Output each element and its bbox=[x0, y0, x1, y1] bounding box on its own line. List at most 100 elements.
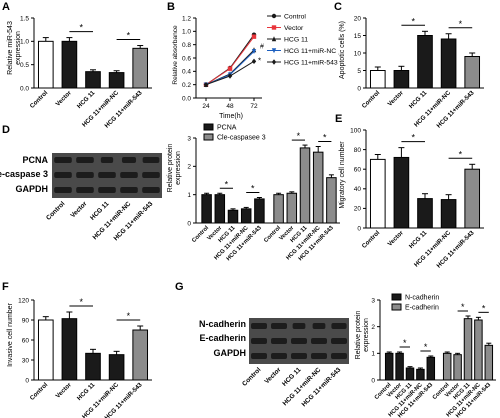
panel-D-s0-xtick-label-0: Control bbox=[191, 225, 210, 244]
panel-G-ytick-label-3: 3 bbox=[371, 297, 375, 304]
blot-G-band-r2-lane0 bbox=[251, 353, 267, 359]
panel-G-s1-bar-1 bbox=[453, 354, 462, 381]
panel-g-chart: Relative protein expression 0123ControlV… bbox=[355, 293, 496, 418]
panel-G-ytick-label-0: 0 bbox=[371, 377, 375, 384]
blot-D-band-r2-lane2 bbox=[98, 187, 116, 193]
panel-a-ylabel-line2: expression bbox=[15, 31, 22, 65]
panel-B-ytick-label-4: 0.8 bbox=[182, 42, 191, 49]
panel-A-ytick-label-1: 0.5 bbox=[20, 62, 29, 69]
blot-g-label-ecad: E-cadherin bbox=[199, 333, 246, 343]
panel-G-sig-mark-1: * bbox=[424, 342, 428, 352]
panel-G-s1-bar-2 bbox=[463, 318, 473, 381]
panel-G-s0-bar-2 bbox=[405, 367, 415, 381]
panel-B-legend-label-0: Control bbox=[284, 14, 306, 21]
panel-G-sig-mark-2: * bbox=[461, 302, 465, 312]
panel-G-ytick-label-2: 2 bbox=[371, 324, 375, 331]
panel-B-ytick-label-2: 0.4 bbox=[182, 69, 191, 76]
blot-D-band-r1-lane1 bbox=[76, 172, 94, 178]
panel-B-legend-marker-0 bbox=[271, 13, 277, 19]
panel-D-sig-mark-1: * bbox=[251, 184, 255, 194]
panel-B-annotation-1: * bbox=[258, 56, 261, 65]
panel-C-sig-mark-1: * bbox=[459, 19, 463, 29]
blot-G-band-r1-lane0 bbox=[251, 338, 267, 344]
panel-D-ytick-label-3: 3 bbox=[187, 135, 191, 142]
panel-A-bar-3 bbox=[108, 72, 125, 89]
blot-G-band-r1-lane1 bbox=[271, 338, 287, 344]
panel-D-sig-mark-0: * bbox=[225, 179, 229, 189]
panel-E-ytick-label-5: 100 bbox=[350, 127, 361, 134]
panel-F-sig-mark-0: * bbox=[79, 297, 83, 307]
panel-F-ytick-label-3: 90 bbox=[22, 317, 30, 324]
panel-d-chart: Relative protein expression 0123ControlV… bbox=[167, 123, 340, 262]
panel-G-s1-bar-4 bbox=[484, 344, 494, 381]
panel-letter-c: C bbox=[334, 1, 342, 13]
blot-D-band-r1-lane4 bbox=[142, 172, 160, 178]
panel-D-ytick-label-2: 2 bbox=[187, 164, 191, 171]
panel-D-legend-label-0: PCNA bbox=[217, 125, 237, 132]
blot-D-lane-label-1: Vector bbox=[69, 200, 88, 219]
blot-G-band-r0-lane1 bbox=[271, 323, 287, 329]
panel-C-xtick-label-2: HCG 11 bbox=[408, 89, 429, 110]
blot-D-band-r2-lane4 bbox=[142, 187, 160, 193]
panel-F-bar-4 bbox=[132, 329, 149, 381]
blot-D-band-r2-lane0 bbox=[54, 187, 72, 193]
panel-D-s0-bar-3 bbox=[240, 208, 252, 224]
blot-g-label-gapdh: GAPDH bbox=[213, 348, 246, 358]
panel-C-ytick-label-4: 20 bbox=[354, 15, 362, 22]
panel-G-legend-swatch-0 bbox=[391, 293, 402, 301]
blot-G-band-r0-lane4 bbox=[331, 323, 347, 329]
panel-B-legend-label-4: HCG 11+miR-543 bbox=[284, 60, 338, 67]
panel-letter-d: D bbox=[2, 124, 10, 136]
panel-C-bar-3 bbox=[440, 38, 457, 89]
panel-D-ytick-label-1: 1 bbox=[187, 192, 191, 199]
panel-A-xtick-label-0: Control bbox=[29, 89, 50, 110]
panel-E-xtick-label-2: HCG 11 bbox=[408, 229, 429, 250]
blot-G-lane-label-4: HCG 11+miR-543 bbox=[301, 366, 343, 408]
panel-A-xtick-label-1: Vector bbox=[54, 89, 73, 108]
panel-letter-a: A bbox=[2, 1, 10, 13]
panel-e-ylabel: Migratory cell number bbox=[339, 141, 346, 209]
panel-d-blot: PCNA Cle-caspase 3 GAPDH ControlVectorHC… bbox=[0, 153, 162, 242]
panel-C-xtick-label-1: Vector bbox=[386, 89, 405, 108]
panel-G-ytick-label-1: 1 bbox=[371, 351, 375, 358]
panel-E-ytick-label-0: 0 bbox=[357, 225, 361, 232]
panel-E-ytick-label-2: 40 bbox=[354, 186, 362, 193]
panel-F-xtick-label-2: HCG 11 bbox=[76, 381, 97, 402]
panel-E-xtick-label-1: Vector bbox=[386, 229, 405, 248]
panel-A-bar-2 bbox=[85, 71, 101, 89]
panel-F-ytick-label-0: 0 bbox=[25, 377, 29, 384]
panel-D-s0-bar-2 bbox=[227, 209, 239, 224]
blot-D-lane-label-2: HCG 11 bbox=[89, 200, 111, 222]
panel-letter-b: B bbox=[167, 1, 175, 13]
panel-G-sig-mark-0: * bbox=[403, 338, 407, 348]
panel-D-s1-bar-3 bbox=[312, 151, 324, 224]
panel-G-s1-bar-3 bbox=[474, 319, 483, 381]
panel-B-series-4-point-2 bbox=[251, 58, 257, 65]
panel-B-legend-label-3: HCG 11+miR-NC bbox=[284, 48, 336, 55]
panel-d-ylabel-line1: Relative protein bbox=[167, 144, 174, 193]
panel-A-xtick-label-2: HCG 11 bbox=[76, 89, 97, 110]
panel-B-legend-label-1: Vector bbox=[284, 25, 304, 32]
panel-E-ytick-label-1: 20 bbox=[354, 206, 362, 213]
panel-F-ytick-label-2: 60 bbox=[22, 337, 30, 344]
panel-g-legend: N-cadherin E-cadherin bbox=[391, 293, 439, 312]
panel-G-legend-label-1: E-cadherin bbox=[405, 305, 439, 312]
panel-G-s1-bar-0 bbox=[442, 352, 452, 381]
panel-E-bar-1 bbox=[393, 156, 410, 229]
blot-D-band-r1-lane0 bbox=[54, 172, 72, 178]
panel-g-ylabel-line1: Relative protein bbox=[355, 311, 362, 360]
panel-f-ylabel: Invasive cell number bbox=[7, 302, 14, 366]
panel-B-ytick-label-3: 0.6 bbox=[182, 55, 191, 62]
blot-G-band-r2-lane4 bbox=[331, 353, 347, 359]
panel-B-legend-marker-4 bbox=[271, 59, 277, 65]
panel-B-annotation-0: # bbox=[260, 44, 264, 51]
panel-B-xtick-label-2: 72 bbox=[250, 103, 258, 110]
blot-G-band-r1-lane4 bbox=[331, 338, 347, 344]
panel-E-xtick-label-0: Control bbox=[361, 229, 382, 250]
panel-D-s1-xtick-label-0: Control bbox=[263, 225, 282, 244]
panel-a-chart: Relative miR-543 expression 0.0 0.5 1.0 1.5… bbox=[7, 15, 152, 130]
blot-D-band-r1-lane3 bbox=[120, 172, 138, 178]
panel-A-bar-1 bbox=[61, 40, 78, 89]
blot-d-label-clecasp: Cle-caspase 3 bbox=[0, 169, 48, 179]
blot-d-label-gapdh: GAPDH bbox=[15, 184, 48, 194]
